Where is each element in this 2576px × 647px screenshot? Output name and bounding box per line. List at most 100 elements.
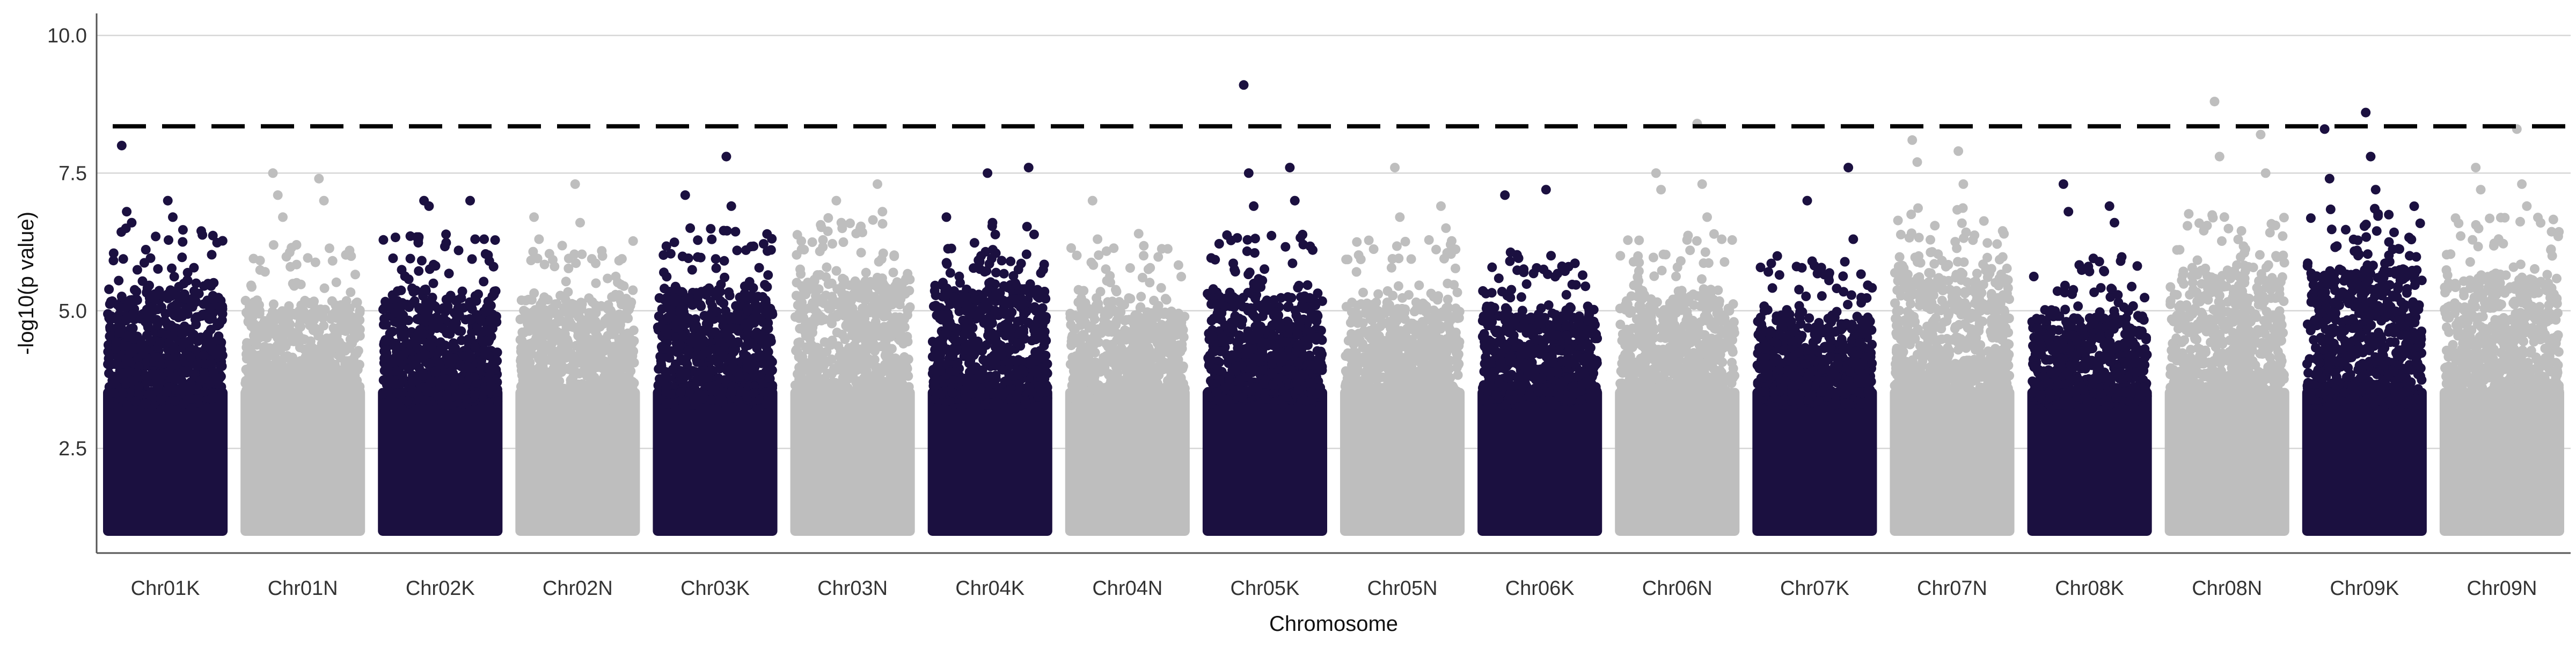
snp-point [309, 300, 318, 310]
snp-point [812, 343, 822, 353]
snp-point [112, 314, 121, 324]
snp-point [407, 283, 417, 293]
snp-point [481, 249, 491, 259]
snp-point [678, 252, 687, 261]
snp-point [1004, 326, 1013, 336]
snp-point [810, 275, 819, 285]
snp-point [1036, 268, 1046, 278]
snp-point [970, 238, 979, 248]
snp-point [860, 375, 870, 384]
snp-point [546, 323, 555, 332]
snp-point [438, 314, 448, 323]
snp-point [425, 387, 434, 397]
snp-point [341, 326, 350, 336]
snp-point [424, 312, 434, 322]
snp-point [573, 331, 583, 340]
snp-point [902, 396, 912, 406]
snp-point [208, 231, 218, 241]
snp-point [623, 359, 632, 369]
snp-point [716, 314, 726, 324]
snp-point [151, 231, 160, 241]
snp-point [732, 245, 742, 255]
snp-point [320, 283, 330, 293]
dense-points [515, 388, 640, 536]
snp-point [582, 315, 592, 324]
snp-point [665, 296, 675, 306]
snp-point [952, 324, 962, 333]
snp-point [1020, 284, 1029, 294]
snp-point [928, 352, 938, 361]
snp-point [164, 235, 173, 245]
snp-point [247, 391, 257, 401]
snp-point [173, 386, 182, 395]
dense-points [928, 388, 1052, 536]
snp-point [598, 251, 608, 261]
snp-point [743, 303, 752, 313]
snp-point [796, 236, 806, 246]
snp-point [702, 326, 712, 336]
snp-point [539, 292, 549, 302]
dense-points [1065, 388, 1190, 536]
snp-point [531, 390, 541, 400]
snp-point [1014, 265, 1023, 274]
chromosome-points-chr01k [103, 141, 228, 536]
snp-point [859, 365, 868, 375]
snp-point [655, 293, 664, 303]
snp-point [182, 366, 192, 376]
snp-point [965, 356, 975, 366]
snp-point [563, 287, 573, 297]
snp-point [412, 356, 422, 366]
snp-point [819, 299, 829, 308]
snp-point [167, 264, 177, 273]
snp-point [835, 401, 844, 410]
snp-point [546, 392, 556, 402]
snp-point [670, 237, 679, 247]
peak-point [273, 190, 283, 200]
snp-point [464, 335, 473, 344]
snp-point [869, 292, 879, 302]
snp-point [809, 302, 819, 311]
snp-point [517, 295, 526, 305]
snp-point [440, 340, 450, 350]
snp-point [609, 393, 618, 403]
snp-point [459, 364, 469, 373]
snp-point [347, 399, 357, 409]
snp-point [441, 377, 451, 387]
snp-point [698, 369, 708, 379]
snp-point [816, 220, 825, 230]
snp-point [938, 278, 948, 287]
snp-point [658, 377, 668, 387]
snp-point [1019, 325, 1028, 335]
snp-point [954, 272, 964, 281]
snp-point [851, 354, 860, 364]
snp-point [977, 293, 986, 303]
snp-point [997, 256, 1007, 265]
snp-point [689, 332, 698, 341]
snp-point [197, 230, 207, 240]
snp-point [815, 246, 825, 256]
snp-point [345, 246, 354, 256]
snp-point [379, 314, 389, 324]
snp-point [355, 308, 364, 317]
peak-point [163, 196, 173, 206]
snp-point [676, 340, 685, 350]
snp-point [746, 365, 756, 374]
snp-point [566, 365, 575, 375]
snp-point [203, 329, 213, 339]
snp-point [1029, 230, 1039, 239]
snp-point [668, 365, 678, 374]
snp-point [602, 338, 611, 348]
snp-point [282, 353, 292, 362]
peak-point [465, 196, 475, 206]
snp-point [168, 331, 178, 340]
snp-point [794, 375, 804, 384]
snp-point [524, 341, 533, 351]
snp-point [613, 358, 623, 368]
snp-point [153, 264, 163, 274]
snp-point [691, 321, 701, 330]
snp-point [388, 253, 398, 263]
snp-point [547, 381, 557, 391]
snp-point [143, 323, 153, 332]
